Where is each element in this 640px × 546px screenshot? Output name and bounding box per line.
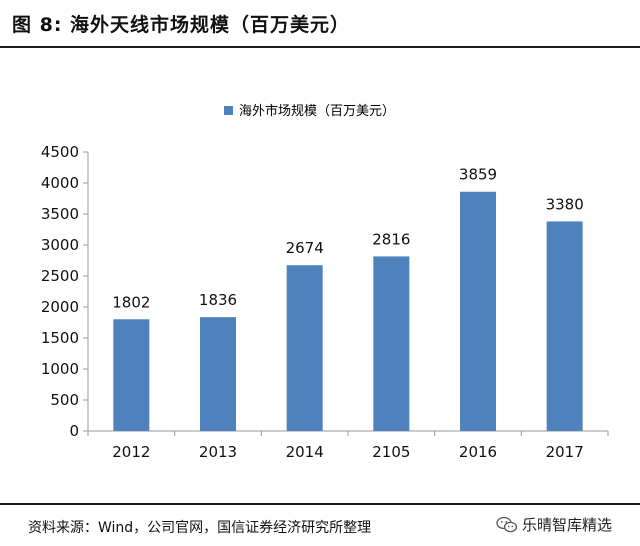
figure-title: 图 8: 海外天线市场规模（百万美元） xyxy=(12,14,351,36)
y-axis: 0 500 1000 1500 2000 2500 3000 3500 4000 4500 xyxy=(41,143,89,440)
data-label: 3859 xyxy=(459,166,497,184)
y-tick-label: 2500 xyxy=(41,267,79,285)
data-label: 3380 xyxy=(546,195,584,213)
y-tick-label: 3000 xyxy=(41,236,79,254)
bar-2013 xyxy=(200,317,236,431)
y-tick-label: 3500 xyxy=(41,205,79,223)
x-tick-label: 2014 xyxy=(286,443,324,461)
data-label: 1802 xyxy=(112,293,150,311)
legend-label: 海外市场规模（百万美元） xyxy=(239,103,395,119)
legend-swatch xyxy=(224,106,233,115)
bar-2014 xyxy=(286,265,323,431)
x-tick-label: 2017 xyxy=(546,443,584,461)
source-note: 资料来源：Wind，公司官网，国信证券经济研究所整理 xyxy=(28,520,372,536)
x-axis: 2012 2013 2014 2105 2016 2017 xyxy=(87,430,609,461)
y-tick-label: 500 xyxy=(50,391,79,409)
data-label: 1836 xyxy=(199,291,237,309)
y-tick-label: 0 xyxy=(69,422,79,440)
wechat-icon xyxy=(496,516,518,532)
top-rule xyxy=(0,46,640,48)
legend: 海外市场规模（百万美元） xyxy=(224,103,395,119)
x-tick-label: 2013 xyxy=(199,443,237,461)
watermark-text: 乐晴智库精选 xyxy=(522,516,613,534)
bar-chart: 海外市场规模（百万美元） 0 500 1000 1500 2000 2500 3000 350… xyxy=(41,103,609,461)
data-label: 2674 xyxy=(286,239,324,257)
figure-footer: 资料来源：Wind，公司官网，国信证券经济研究所整理 乐晴智库精选 xyxy=(0,505,640,546)
bar-labels: 1802 1836 2674 2816 3859 3380 xyxy=(112,166,584,312)
y-tick-label: 4000 xyxy=(41,174,79,192)
x-tick-label: 2012 xyxy=(112,443,150,461)
bottom-rule xyxy=(0,503,640,505)
watermark: 乐晴智库精选 xyxy=(496,514,612,535)
figure-header: 图 8: 海外天线市场规模（百万美元） xyxy=(0,0,640,48)
bar-2016 xyxy=(460,191,496,431)
x-tick-label: 2016 xyxy=(459,443,497,461)
x-tick-label: 2105 xyxy=(372,443,410,461)
bar-2012 xyxy=(113,319,150,431)
data-label: 2816 xyxy=(372,230,410,248)
bar-2017 xyxy=(546,221,583,431)
y-tick-label: 4500 xyxy=(41,143,79,161)
bars xyxy=(113,191,583,431)
bar-2105 xyxy=(373,256,410,431)
y-tick-label: 1000 xyxy=(41,360,79,378)
y-tick-label: 2000 xyxy=(41,298,79,316)
y-tick-label: 1500 xyxy=(41,329,79,347)
